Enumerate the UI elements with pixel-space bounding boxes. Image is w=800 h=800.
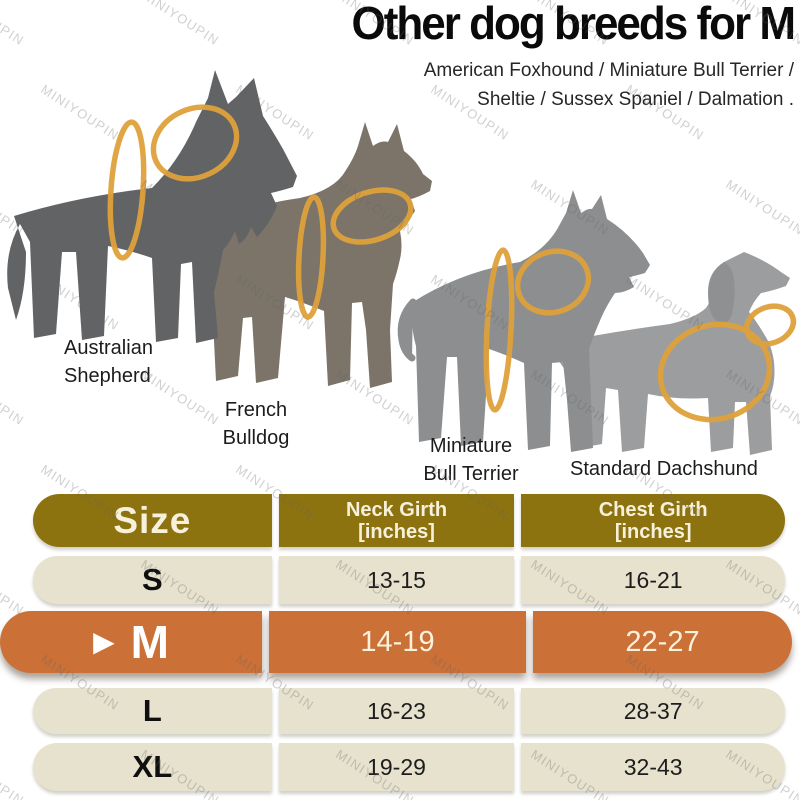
table-row-m-highlighted: ▶ M 14-19 22-27 (0, 611, 792, 673)
dog-label-line: Standard Dachshund (570, 458, 758, 480)
cell-chest-s: 16-21 (521, 556, 785, 604)
french-bulldog-neck-ring (330, 187, 414, 245)
watermark-text: MINIYOUPIN (0, 556, 28, 619)
page-title: Other dog breeds for M (351, 0, 796, 50)
bull-terrier-chest-ring (483, 247, 515, 413)
cell-neck-m: 14-19 (269, 611, 526, 673)
chest-girth-label: Chest Girth (598, 498, 708, 521)
cell-chest-xl: 32-43 (521, 743, 785, 791)
header-cell-chest-girth: Chest Girth [inches] (521, 494, 785, 547)
watermark-text: MINIYOUPIN (0, 746, 28, 800)
dog-label-australian-shepherd: Australian Shepherd (64, 334, 153, 391)
neck-girth-label: Neck Girth (345, 498, 448, 521)
cell-size-xl: XL (33, 743, 272, 791)
dachshund-ear (708, 262, 735, 323)
cell-size-m: ▶ M (0, 611, 262, 673)
dog-bull-terrier-silhouette (397, 190, 650, 452)
dachshund-chest-ring (657, 321, 773, 423)
dog-label-line: Australian (64, 337, 153, 359)
cell-chest-l: 28-37 (521, 688, 785, 734)
dog-label-line: Bulldog (222, 427, 290, 450)
dog-shepherd-silhouette (7, 70, 297, 343)
subtitle-line-1: American Foxhound / Miniature Bull Terri… (423, 60, 794, 81)
table-row-l: L 16-23 28-37 (33, 688, 785, 734)
header-size-label: Size (113, 499, 192, 541)
table-row-s: S 13-15 16-21 (33, 556, 785, 604)
dog-label-line: Shepherd (64, 365, 151, 388)
header-cell-neck-girth: Neck Girth [inches] (278, 494, 515, 547)
dog-silhouettes-illustration (7, 70, 797, 455)
shepherd-neck-ring (150, 104, 240, 182)
selected-size-marker-icon: ▶ (93, 626, 115, 657)
size-table-header: Size Neck Girth [inches] Chest Girth [in… (33, 494, 785, 547)
subtitle: American Foxhound / Miniature Bull Terri… (352, 57, 794, 114)
dog-label-line: Miniature (429, 435, 513, 457)
collar-rings (107, 104, 797, 423)
cell-size-l: L (33, 688, 272, 734)
table-row-xl: XL 19-29 32-43 (33, 743, 785, 791)
french-bulldog-chest-ring (295, 194, 327, 320)
header-cell-size: Size (33, 494, 272, 547)
cell-neck-s: 13-15 (278, 556, 515, 604)
cell-chest-m: 22-27 (533, 611, 792, 673)
neck-girth-unit: [inches] (358, 520, 435, 543)
dog-label-french-bulldog: French Bulldog (200, 396, 312, 453)
bull-terrier-neck-ring (514, 248, 592, 316)
cell-size-s: S (33, 556, 272, 604)
title-block: Other dog breeds for M American Foxhound… (351, 0, 796, 114)
bull-terrier-tail (397, 298, 417, 362)
dog-label-miniature-bull-terrier: Miniature Bull Terrier (408, 432, 534, 489)
subtitle-line-2: Sheltie / Sussex Spaniel / Dalmation . (477, 88, 794, 110)
chest-girth-unit: [inches] (614, 520, 692, 543)
cell-neck-xl: 19-29 (278, 743, 515, 791)
dog-label-line: Bull Terrier (423, 463, 519, 486)
cell-neck-l: 16-23 (278, 688, 515, 734)
shepherd-chest-ring (107, 119, 147, 261)
dog-label-standard-dachshund: Standard Dachshund (570, 455, 758, 483)
dog-label-line: French (224, 399, 288, 421)
